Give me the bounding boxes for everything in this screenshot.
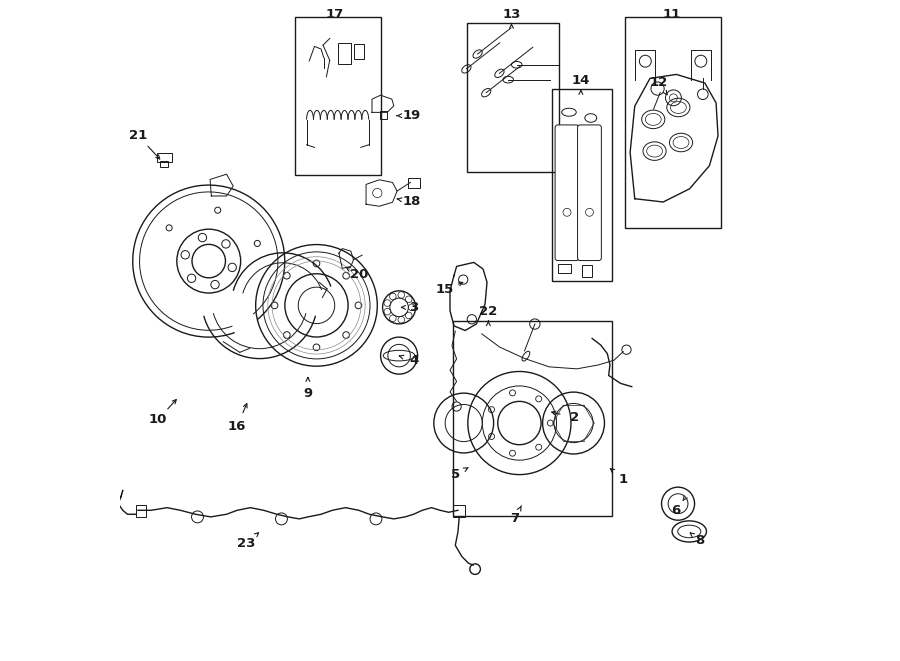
Bar [553,89,612,281]
Text: 12: 12 [649,76,667,89]
Text: 23: 23 [238,537,256,550]
Text: 21: 21 [129,129,147,142]
Text: 5: 5 [451,468,460,481]
Bar [136,505,146,517]
Bar [454,505,465,517]
Bar [380,111,386,119]
Text: 15: 15 [436,283,454,296]
Text: 9: 9 [303,387,312,400]
Bar [558,264,571,273]
Bar [157,153,173,162]
Bar [408,178,419,188]
FancyBboxPatch shape [578,125,601,260]
Text: 13: 13 [502,8,521,21]
Text: 10: 10 [148,413,167,426]
Bar [454,321,612,516]
Text: 18: 18 [402,195,421,208]
Text: 3: 3 [409,301,419,314]
Text: 19: 19 [402,109,421,122]
Bar [466,23,559,172]
Bar [355,44,365,59]
Text: 20: 20 [349,268,368,281]
Text: 7: 7 [510,512,519,525]
Text: 6: 6 [671,504,680,517]
Bar [294,17,381,175]
Text: 2: 2 [570,411,579,424]
Text: 8: 8 [695,534,705,547]
Text: 16: 16 [228,420,247,433]
Text: 4: 4 [409,354,419,367]
Text: 22: 22 [479,305,498,319]
Bar [160,161,168,167]
FancyBboxPatch shape [555,125,579,260]
Text: 17: 17 [326,8,344,21]
Bar [338,43,351,64]
Text: 11: 11 [663,8,681,21]
Bar [626,17,721,228]
Text: 1: 1 [618,473,627,486]
Bar [581,265,592,277]
Text: 14: 14 [572,74,590,87]
